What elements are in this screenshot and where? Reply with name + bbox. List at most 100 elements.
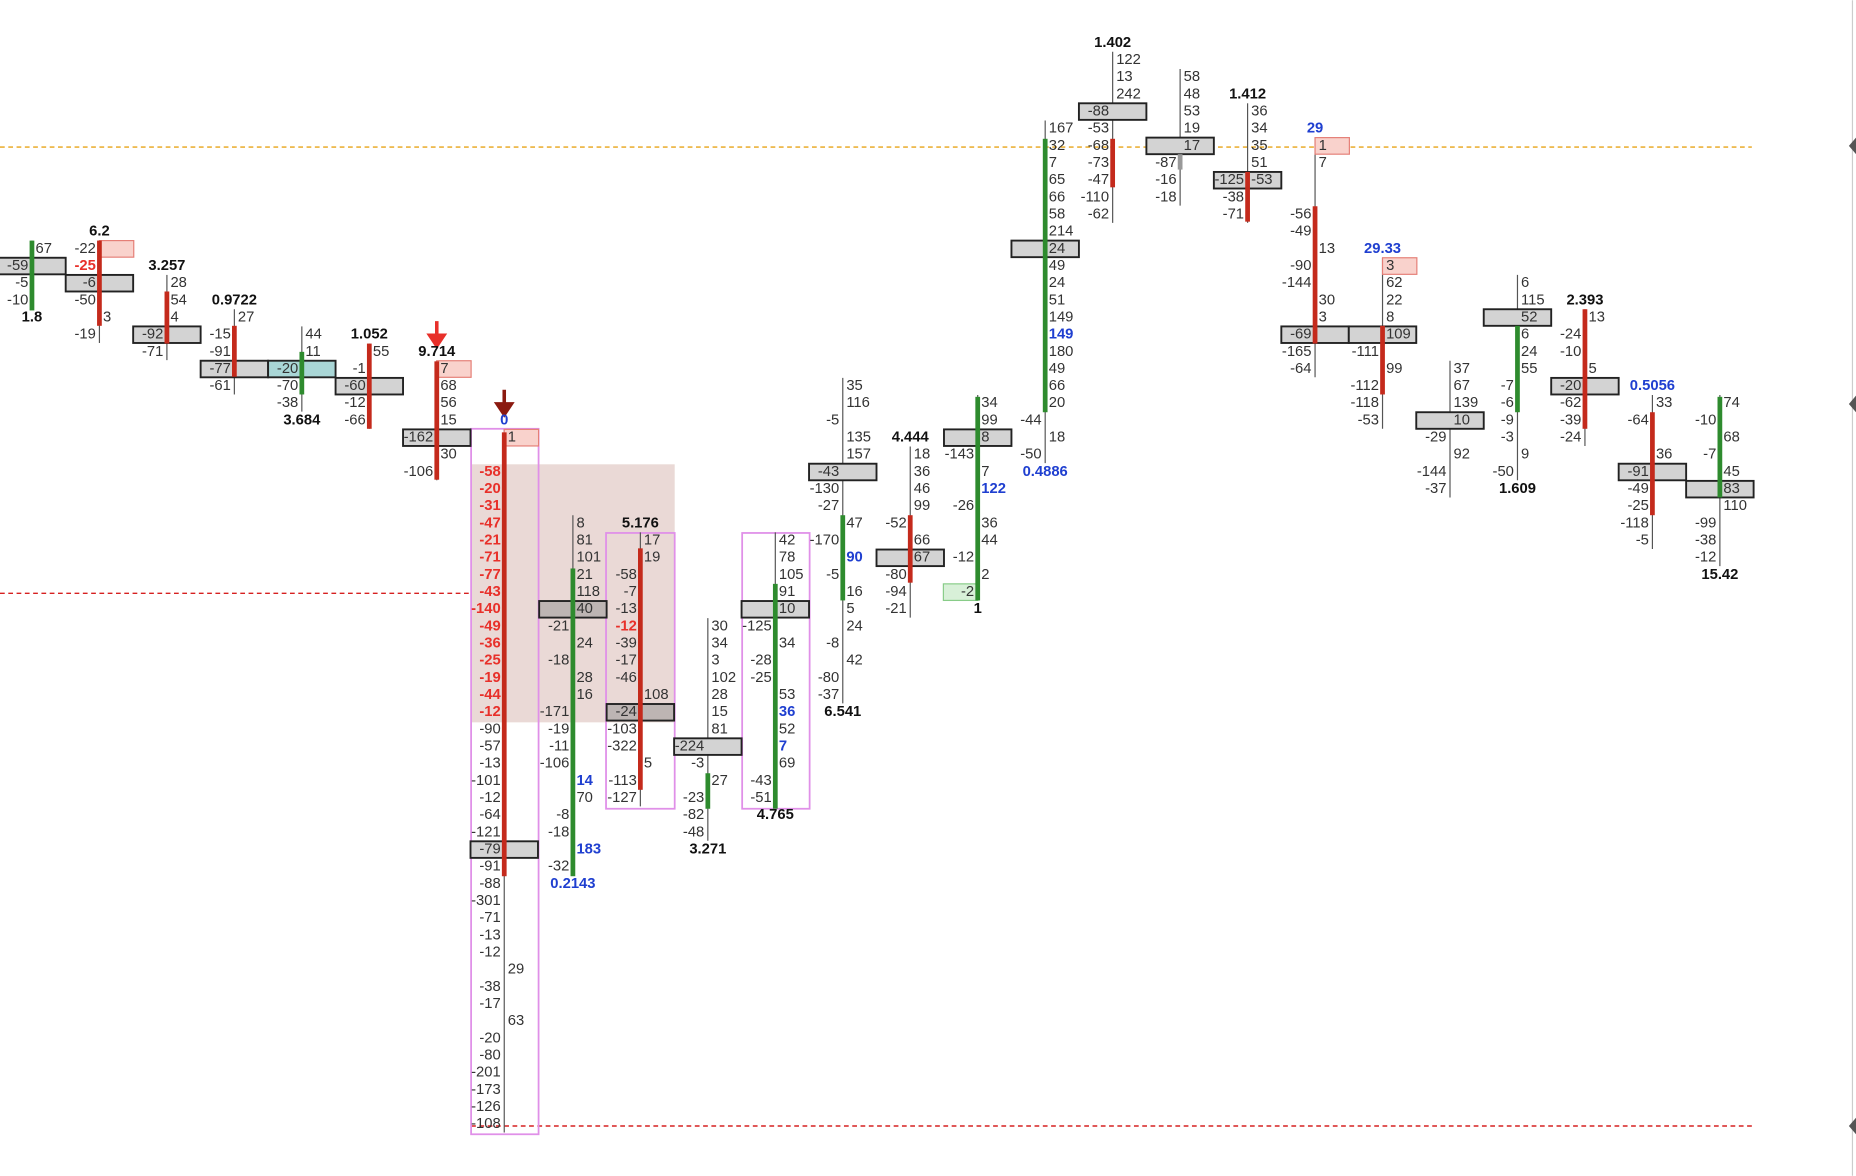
candle-body <box>1312 206 1318 344</box>
bid-volume: -118 <box>1350 395 1379 411</box>
bid-volume: -23 <box>683 790 704 806</box>
bid-volume: -13 <box>479 927 500 943</box>
ask-volume: 6 <box>1521 327 1529 343</box>
bar-label: 1 <box>974 601 982 617</box>
bar-label: 9.714 <box>418 344 456 360</box>
ask-volume: 101 <box>576 550 601 566</box>
candle-body <box>1380 325 1385 395</box>
ask-volume: 66 <box>914 533 930 549</box>
ask-volume: 20 <box>1049 395 1065 411</box>
ask-volume: 49 <box>1049 361 1065 377</box>
bid-volume: -71 <box>479 550 500 566</box>
bid-volume: -43 <box>750 773 771 789</box>
bid-volume: -80 <box>479 1047 500 1063</box>
ask-volume: 67 <box>36 241 52 257</box>
bid-volume: -20 <box>1560 378 1581 394</box>
candle-body <box>1717 396 1723 498</box>
candle-body <box>29 240 35 311</box>
ask-volume: 17 <box>1184 138 1200 154</box>
bid-volume: -20 <box>277 361 298 377</box>
bid-volume: -19 <box>548 721 569 737</box>
ask-volume: 183 <box>576 841 601 857</box>
ask-volume: 56 <box>440 395 456 411</box>
bid-volume: -62 <box>1560 395 1581 411</box>
ask-volume: 24 <box>576 636 592 652</box>
ask-volume: 3 <box>711 653 719 669</box>
ask-volume: 9 <box>1521 447 1529 463</box>
bid-volume: -71 <box>142 344 163 360</box>
bid-volume: -25 <box>75 258 96 274</box>
bid-volume: -18 <box>1155 189 1176 205</box>
bid-volume: -49 <box>479 618 500 634</box>
bar-label: 15.42 <box>1701 567 1738 583</box>
bid-volume: -7 <box>1501 378 1514 394</box>
ask-volume: 78 <box>779 550 795 566</box>
bid-volume: -7 <box>624 584 637 600</box>
ask-volume: 35 <box>1251 138 1267 154</box>
bid-volume: -91 <box>1627 464 1648 480</box>
candle-body <box>1650 412 1655 516</box>
bid-volume: -12 <box>479 790 500 806</box>
bar-label: 4.444 <box>892 430 930 446</box>
signal-arrow <box>426 321 448 350</box>
bid-volume: -125 <box>742 618 772 634</box>
candle-body <box>907 515 913 583</box>
bid-volume: -48 <box>683 824 704 840</box>
ask-volume: 67 <box>914 550 930 566</box>
ask-volume: 29 <box>508 962 524 978</box>
ask-volume: 48 <box>1184 86 1200 102</box>
bid-volume: -143 <box>945 447 975 463</box>
candle-body <box>366 343 372 429</box>
ask-volume: 10 <box>1454 412 1470 428</box>
bid-volume: -32 <box>548 859 569 875</box>
ask-volume: 1 <box>508 430 516 446</box>
bar-label: 3.257 <box>148 258 185 274</box>
ask-volume: 46 <box>914 481 930 497</box>
ask-volume: 135 <box>846 430 871 446</box>
ask-volume: 214 <box>1049 224 1074 240</box>
ask-volume: 91 <box>779 584 795 600</box>
candle-body <box>1110 138 1116 188</box>
bid-volume: -13 <box>615 601 636 617</box>
bid-volume: -18 <box>548 653 569 669</box>
ask-volume: 18 <box>1049 430 1065 446</box>
poc-box <box>1145 136 1215 156</box>
ask-volume: 122 <box>981 481 1006 497</box>
ask-volume: 74 <box>1723 395 1739 411</box>
ask-volume: 11 <box>305 344 320 360</box>
ask-volume: 16 <box>846 584 862 600</box>
ask-volume: 116 <box>846 395 870 411</box>
ask-volume: 32 <box>1049 138 1065 154</box>
bid-volume: -80 <box>885 567 906 583</box>
bid-volume: -79 <box>479 841 500 857</box>
candle-body <box>638 548 643 790</box>
bid-volume: -50 <box>1020 447 1041 463</box>
bid-volume: -113 <box>608 773 637 789</box>
bid-volume: -59 <box>7 258 28 274</box>
bid-volume: -118 <box>1620 515 1649 531</box>
bid-volume: -121 <box>471 824 501 840</box>
ask-volume: 66 <box>1049 189 1065 205</box>
poc-box <box>1415 411 1485 430</box>
candle-body <box>434 361 440 480</box>
bid-volume: -7 <box>1703 447 1716 463</box>
bid-volume: -88 <box>479 876 500 892</box>
ask-volume: 149 <box>1049 327 1074 343</box>
ask-volume: 34 <box>779 636 795 652</box>
ask-volume: 149 <box>1049 309 1074 325</box>
ask-volume: 24 <box>846 618 862 634</box>
ask-volume: 7 <box>779 739 787 755</box>
bid-volume: -110 <box>1081 189 1110 205</box>
poc-box <box>1381 257 1418 275</box>
bid-volume: -61 <box>209 378 230 394</box>
ask-volume: 49 <box>1049 258 1065 274</box>
ask-volume: 27 <box>238 309 254 325</box>
bar-label: 0.5056 <box>1630 378 1675 394</box>
poc-box <box>1314 137 1350 155</box>
bid-volume: -87 <box>1155 155 1176 171</box>
bar-label: 0.9722 <box>212 292 257 308</box>
bid-volume: -92 <box>142 327 163 343</box>
bid-volume: -68 <box>1088 138 1109 154</box>
ask-volume: 47 <box>846 515 862 531</box>
ask-volume: 13 <box>1319 241 1335 257</box>
